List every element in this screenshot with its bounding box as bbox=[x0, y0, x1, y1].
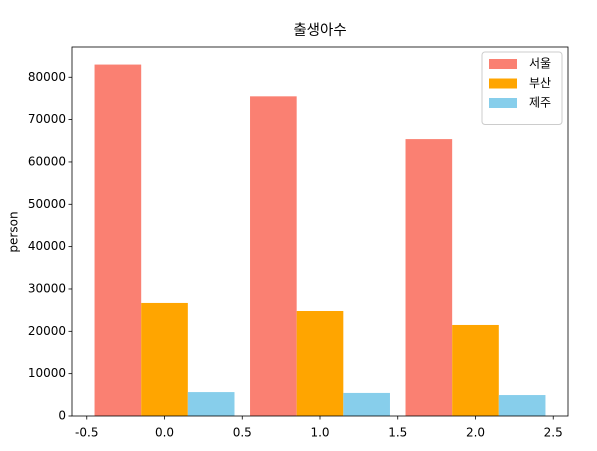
bar bbox=[296, 310, 344, 416]
y-tick-label: 80000 bbox=[28, 70, 66, 84]
y-tick-label: 10000 bbox=[28, 366, 66, 380]
bar bbox=[141, 302, 188, 416]
x-tick-label: 0.5 bbox=[233, 426, 252, 440]
y-tick-label: 20000 bbox=[28, 324, 66, 338]
y-tick-label: 40000 bbox=[28, 239, 66, 253]
y-tick-label: 50000 bbox=[28, 197, 66, 211]
legend-label: 부산 bbox=[529, 76, 551, 90]
x-tick-label: 0.0 bbox=[155, 426, 174, 440]
x-tick-label: 1.5 bbox=[388, 426, 407, 440]
bar bbox=[405, 139, 453, 416]
y-tick-label: 30000 bbox=[28, 281, 66, 295]
y-tick-label: 0 bbox=[58, 409, 66, 423]
legend-swatch bbox=[489, 59, 517, 69]
bar bbox=[343, 392, 390, 416]
legend-label: 서울 bbox=[529, 57, 551, 71]
x-tick-label: 2.5 bbox=[544, 426, 563, 440]
x-tick-label: 1.0 bbox=[310, 426, 329, 440]
bar bbox=[498, 395, 546, 416]
bar bbox=[250, 96, 297, 416]
legend-swatch bbox=[489, 98, 517, 108]
y-axis-label: person bbox=[7, 211, 21, 252]
legend-swatch bbox=[489, 78, 517, 89]
y-tick-label: 70000 bbox=[28, 112, 66, 126]
x-tick-label: 2.0 bbox=[466, 426, 485, 440]
legend-label: 제주 bbox=[529, 96, 551, 110]
x-tick-label: -0.5 bbox=[75, 426, 98, 440]
bar bbox=[94, 64, 142, 417]
chart-title: 출생아수 bbox=[293, 22, 346, 39]
bar bbox=[187, 392, 235, 416]
y-tick-label: 60000 bbox=[28, 154, 66, 168]
bar bbox=[452, 324, 499, 416]
